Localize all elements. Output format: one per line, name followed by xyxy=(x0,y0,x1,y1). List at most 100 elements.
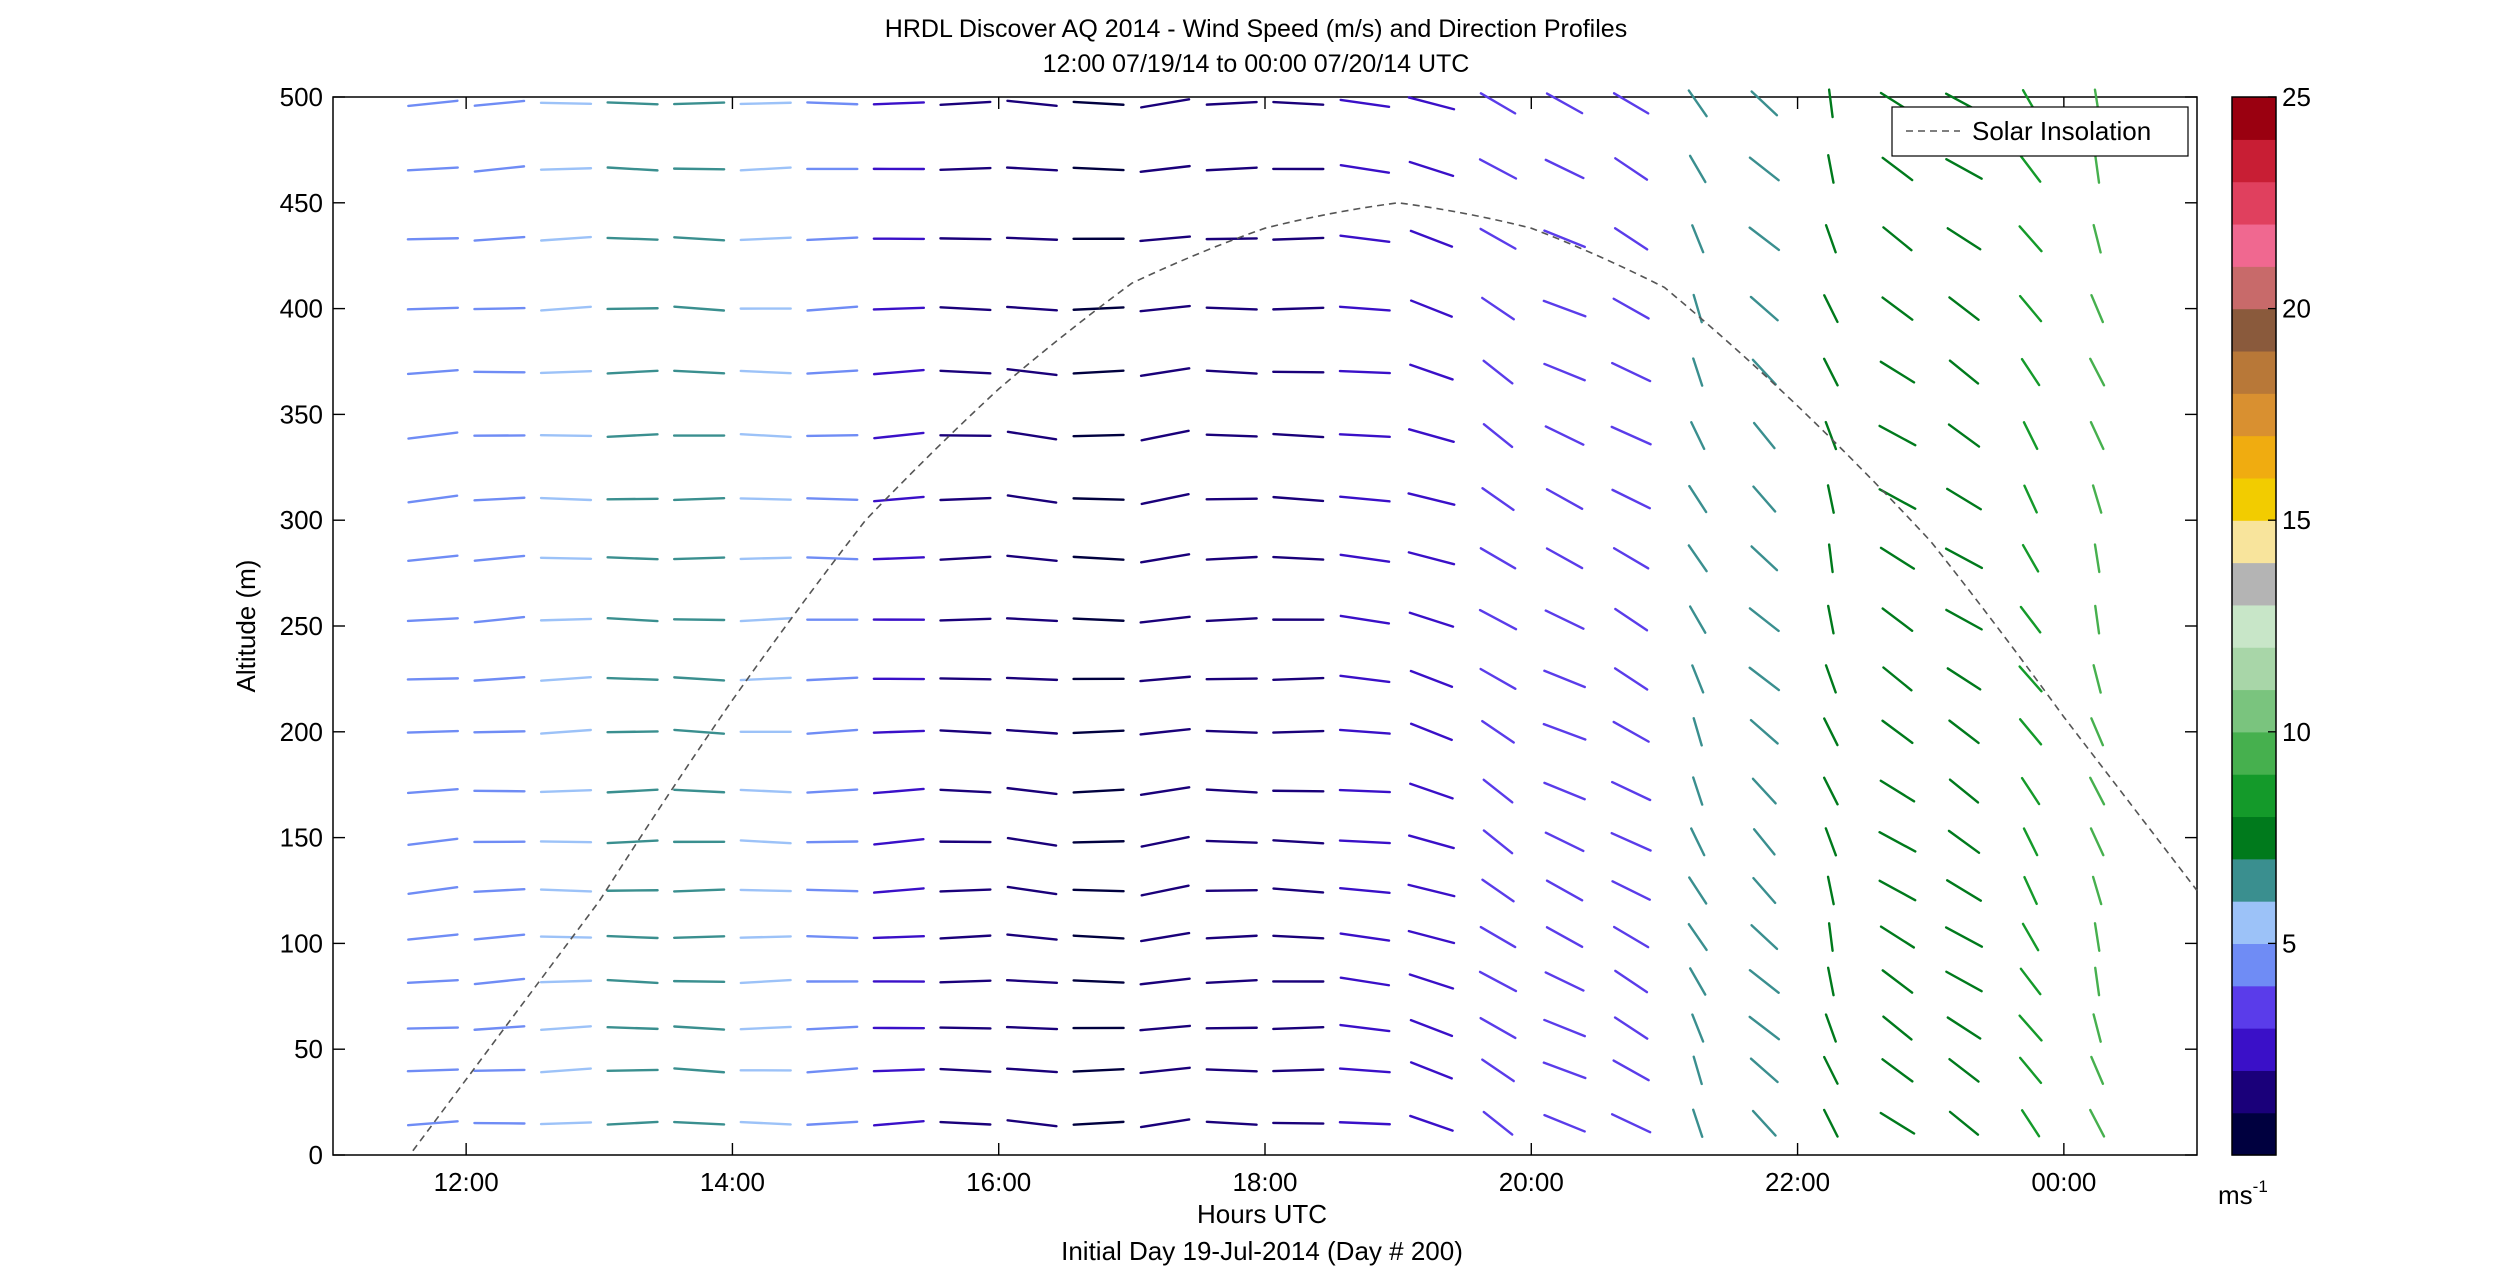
wind-vector xyxy=(1338,369,1391,375)
wind-vector xyxy=(1614,607,1649,632)
wind-vector xyxy=(672,556,726,561)
colorbar-tick-label: 20 xyxy=(2282,294,2311,324)
wind-vector xyxy=(2090,1055,2105,1085)
wind-vector xyxy=(407,554,459,563)
wind-vector xyxy=(1691,224,1705,254)
wind-vector xyxy=(540,1025,592,1031)
y-tick-label: 0 xyxy=(309,1140,323,1170)
wind-vector xyxy=(1139,1024,1192,1032)
colorbar-cell xyxy=(2232,1112,2276,1156)
wind-vector xyxy=(1687,544,1708,573)
wind-vector xyxy=(1272,676,1325,681)
wind-vector xyxy=(2093,543,2101,574)
wind-vector xyxy=(473,99,526,107)
wind-vector xyxy=(406,978,459,984)
wind-vector xyxy=(1339,1023,1391,1033)
colorbar-cell xyxy=(2232,774,2276,818)
wind-vector xyxy=(1610,1113,1652,1134)
wind-vector xyxy=(873,838,925,846)
wind-vector xyxy=(1205,369,1258,375)
wind-vector xyxy=(1409,782,1454,800)
wind-vector xyxy=(1072,497,1125,501)
colorbar-tick-label: 25 xyxy=(2282,82,2311,112)
wind-vector xyxy=(1205,839,1258,844)
wind-vector xyxy=(1481,878,1515,903)
wind-vector xyxy=(1006,885,1058,896)
wind-vector xyxy=(873,431,925,440)
wind-vector xyxy=(1006,1119,1058,1128)
colorbar-frame xyxy=(2231,96,2277,1156)
wind-vector xyxy=(1006,99,1058,108)
wind-vector xyxy=(1482,423,1514,449)
wind-vector xyxy=(473,235,526,242)
wind-vector xyxy=(1205,1120,1258,1126)
colorbar-gradient xyxy=(2232,97,2276,1156)
wind-vector xyxy=(673,728,726,735)
wind-vector xyxy=(1072,306,1125,311)
wind-vector xyxy=(1407,428,1455,444)
wind-vector xyxy=(872,1068,926,1073)
wind-vector xyxy=(1752,828,1776,856)
colorbar-cell xyxy=(2232,604,2276,648)
wind-vector xyxy=(872,101,925,106)
wind-vector xyxy=(1481,487,1515,512)
colorbar-cell xyxy=(2232,223,2276,267)
wind-vector xyxy=(1944,926,1984,948)
x-tick-label: 14:00 xyxy=(700,1167,765,1197)
wind-vector xyxy=(606,1068,659,1072)
legend: Solar Insolation xyxy=(1891,106,2189,157)
wind-vector xyxy=(1339,674,1391,684)
wind-vector xyxy=(1692,1055,1703,1086)
wind-vector xyxy=(1881,296,1914,321)
wind-vector xyxy=(806,101,859,106)
wind-vector xyxy=(1482,829,1514,855)
wind-vector xyxy=(1205,677,1258,681)
colorbar-ticks: 5 10 15 20 25 xyxy=(2268,82,2311,958)
wind-vector xyxy=(672,618,726,622)
wind-vector xyxy=(939,888,992,893)
wind-vector xyxy=(1749,718,1779,745)
wind-vector xyxy=(1072,100,1125,106)
wind-vector xyxy=(806,236,859,242)
wind-vector xyxy=(1409,229,1454,248)
wind-vector xyxy=(1748,156,1780,182)
wind-vector xyxy=(1881,719,1914,745)
wind-vector xyxy=(1882,226,1913,252)
wind-vector xyxy=(1479,667,1517,690)
wind-vector xyxy=(1407,492,1456,506)
wind-vector xyxy=(1481,1058,1515,1083)
wind-vector xyxy=(1139,977,1191,986)
wind-vector xyxy=(939,788,992,794)
colorbar-cell xyxy=(2232,266,2276,310)
wind-vector xyxy=(1482,1110,1514,1136)
wind-vector xyxy=(2093,922,2101,952)
wind-vector xyxy=(539,617,593,622)
wind-vector xyxy=(473,675,526,682)
wind-vector xyxy=(1946,1016,1982,1040)
wind-vector xyxy=(2020,776,2041,806)
wind-vector xyxy=(406,617,459,623)
wind-vector xyxy=(872,887,925,894)
wind-vector xyxy=(2018,225,2043,253)
wind-vector xyxy=(1879,360,1916,384)
y-tick-label: 150 xyxy=(280,823,323,853)
wind-vector xyxy=(1408,611,1455,628)
wind-vector xyxy=(1272,555,1325,561)
wind-vector xyxy=(1479,227,1517,250)
wind-vector xyxy=(1827,154,1835,184)
wind-vector xyxy=(1072,555,1125,561)
wind-vector xyxy=(1409,1114,1454,1132)
wind-vector xyxy=(1881,969,1914,994)
wind-vector xyxy=(1339,614,1391,625)
wind-vector xyxy=(673,305,726,312)
wind-vector xyxy=(1005,236,1059,241)
wind-vector xyxy=(473,933,526,941)
wind-vector xyxy=(1827,543,1834,574)
wind-vector xyxy=(1947,829,1981,855)
wind-vector xyxy=(1688,154,1707,184)
wind-vector xyxy=(739,1120,792,1126)
x-axis-label: Hours UTC xyxy=(1197,1199,1327,1229)
wind-vector xyxy=(1610,831,1652,852)
wind-vector xyxy=(1879,925,1916,949)
wind-vector xyxy=(1610,780,1652,802)
